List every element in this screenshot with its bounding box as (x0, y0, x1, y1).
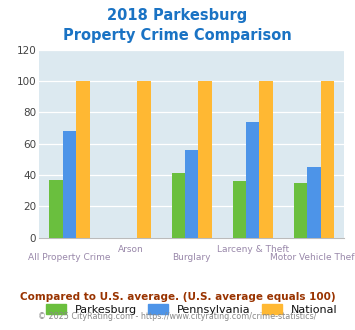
Bar (233, 181, 246, 238)
Bar (185, 150, 198, 238)
Bar (260, 81, 273, 238)
Text: Burglary: Burglary (173, 253, 211, 262)
Text: © 2025 CityRating.com - https://www.cityrating.com/crime-statistics/: © 2025 CityRating.com - https://www.city… (38, 312, 317, 321)
Text: Property Crime Comparison: Property Crime Comparison (63, 28, 292, 43)
Text: 2018 Parkesburg: 2018 Parkesburg (107, 8, 248, 23)
Bar (198, 81, 212, 238)
Bar (137, 81, 151, 238)
Bar (49, 180, 63, 238)
Text: Motor Vehicle Theft: Motor Vehicle Theft (270, 253, 355, 262)
Bar (321, 81, 334, 238)
Bar (171, 173, 185, 238)
Bar (294, 183, 307, 238)
Bar (76, 81, 90, 238)
Bar (307, 167, 321, 238)
Text: Arson: Arson (118, 246, 143, 254)
Text: Larceny & Theft: Larceny & Theft (217, 246, 289, 254)
Legend: Parkesburg, Pennsylvania, National: Parkesburg, Pennsylvania, National (42, 300, 342, 319)
Text: Compared to U.S. average. (U.S. average equals 100): Compared to U.S. average. (U.S. average … (20, 292, 335, 302)
Bar (63, 131, 76, 238)
Text: All Property Crime: All Property Crime (28, 253, 111, 262)
Bar (246, 122, 260, 238)
